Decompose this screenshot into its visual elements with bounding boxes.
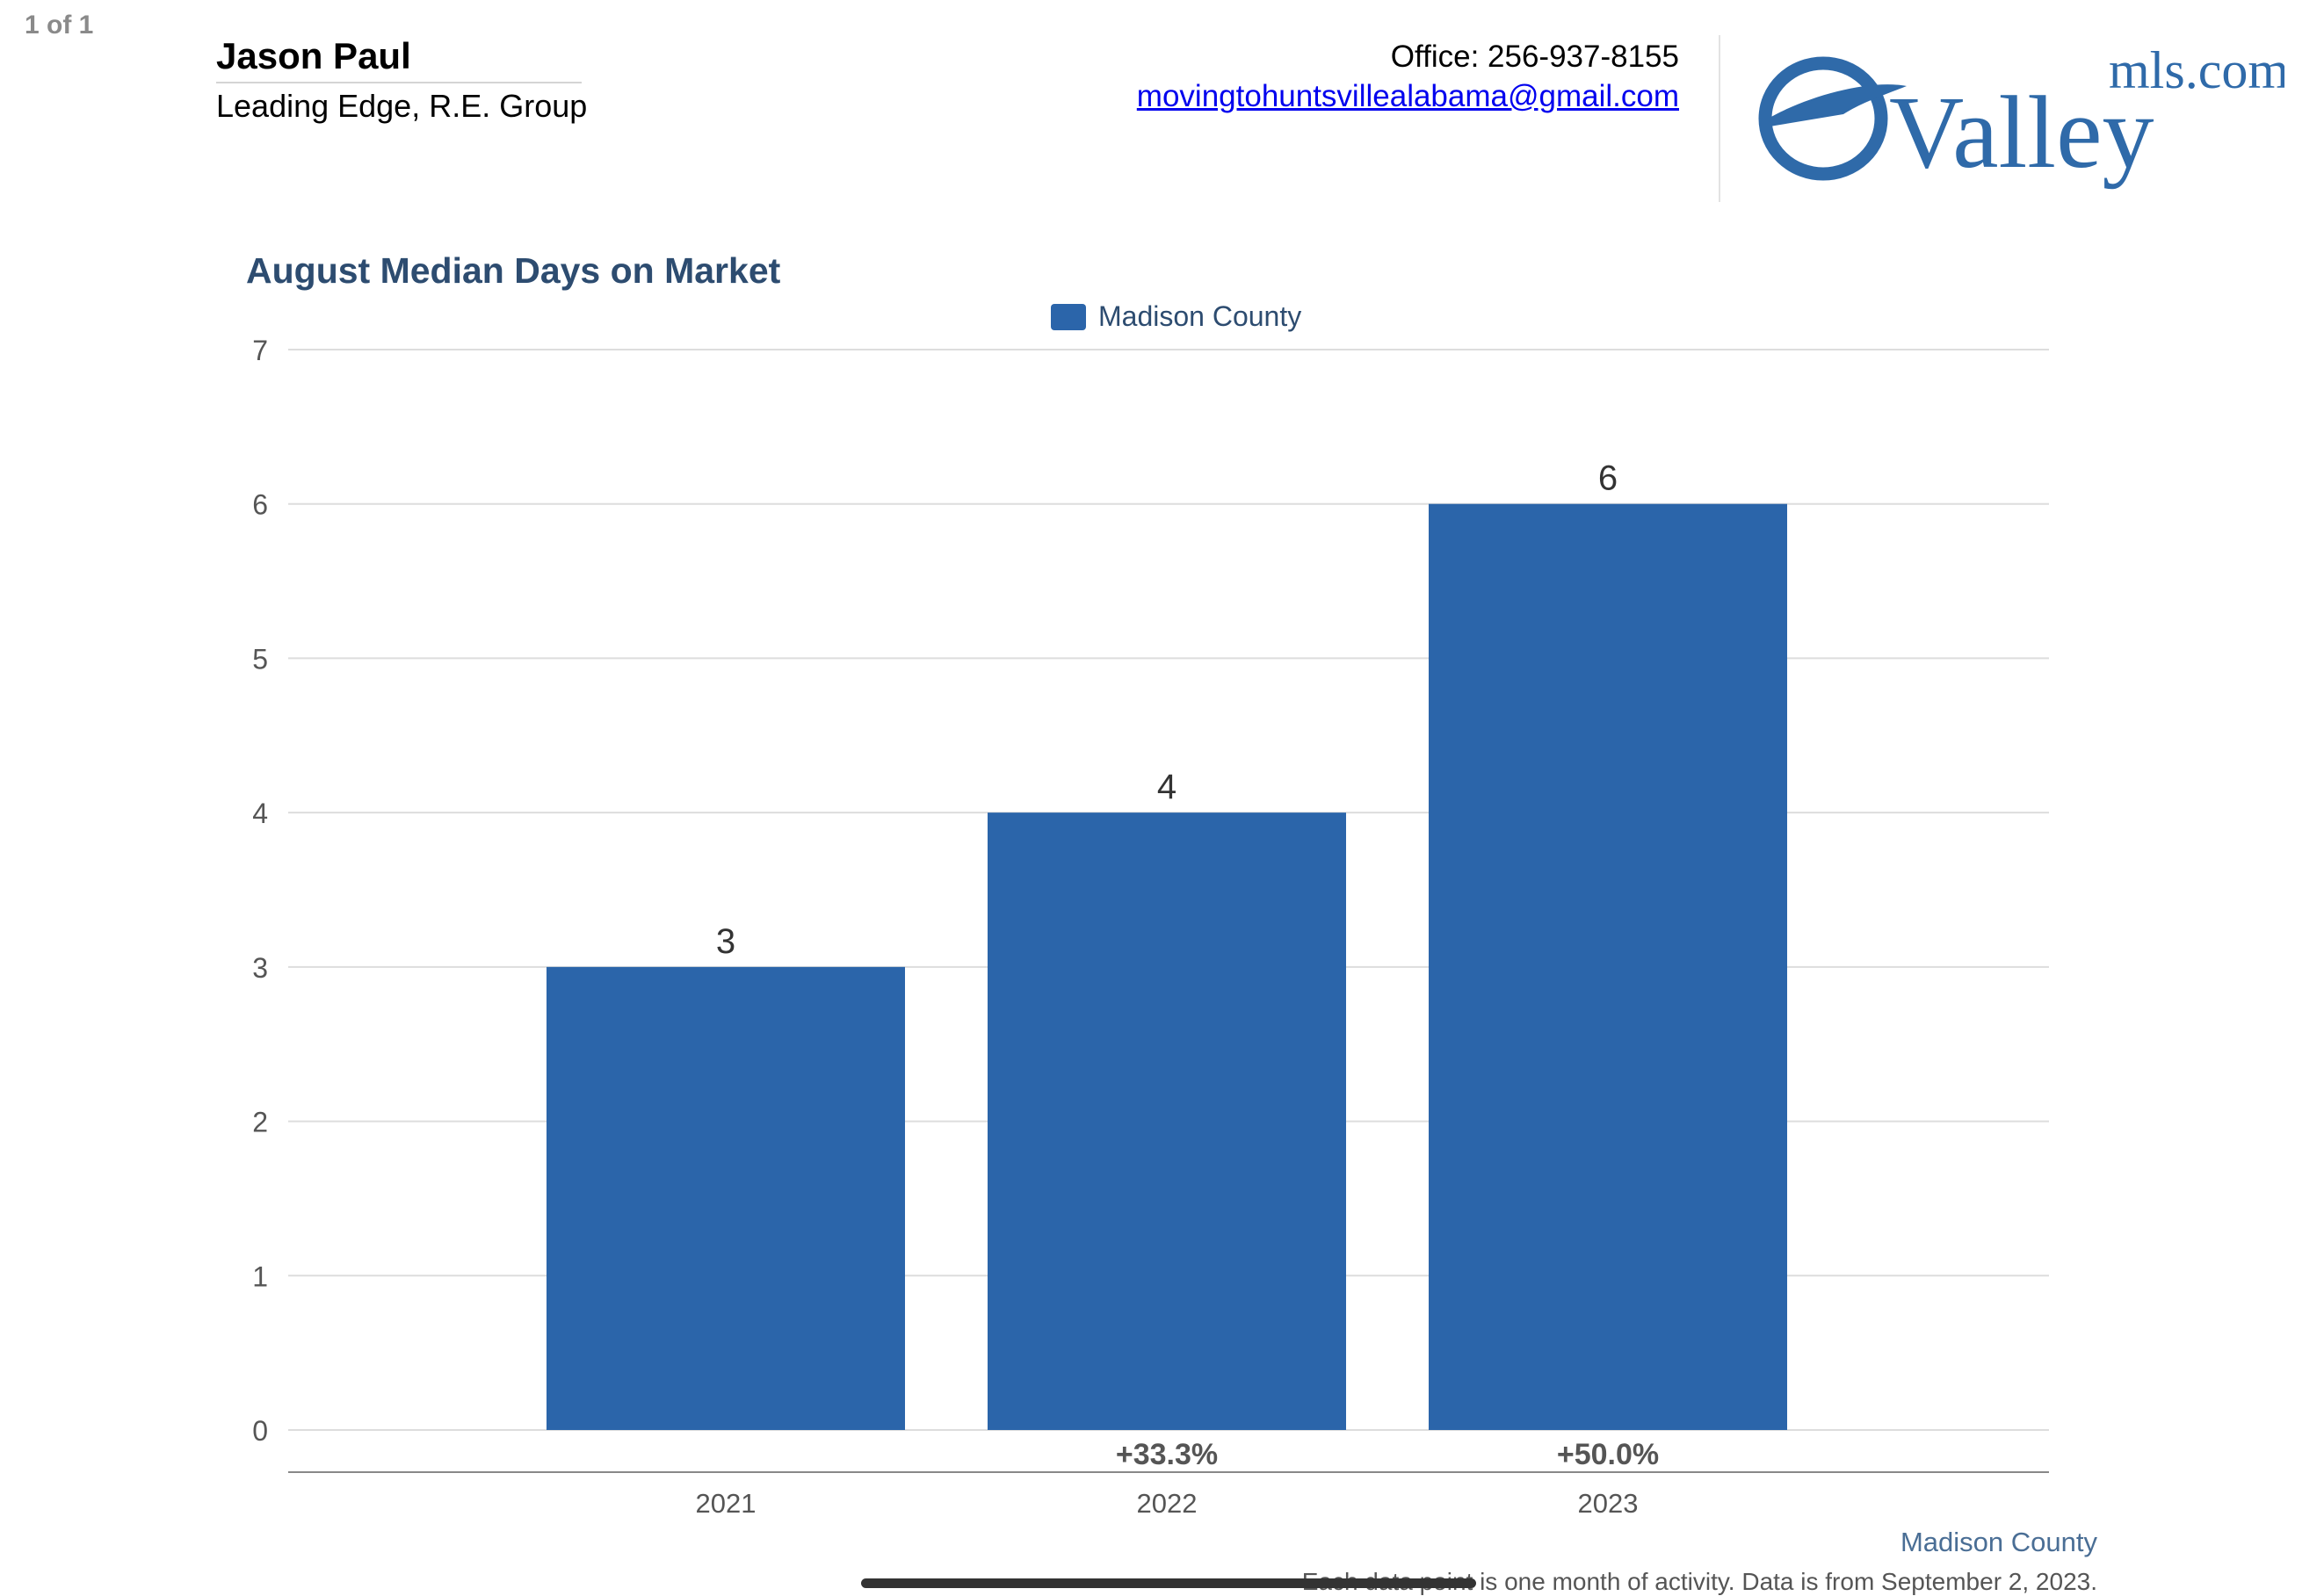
y-tick-label: 7 xyxy=(252,335,268,366)
y-tick-label: 3 xyxy=(252,952,268,984)
logo-suffix-text: mls.com xyxy=(2109,44,2284,99)
legend-swatch xyxy=(1051,303,1086,330)
data-label: 6 xyxy=(1598,459,1618,498)
x-tick-label: 2023 xyxy=(1578,1488,1639,1519)
y-tick-label: 5 xyxy=(252,643,268,675)
y-tick-label: 4 xyxy=(252,798,268,829)
office-phone: Office: 256-937-8155 xyxy=(1390,40,1679,74)
y-tick-label: 1 xyxy=(252,1260,268,1292)
agent-email-link[interactable]: movingtohuntsvillealabama@gmail.com xyxy=(1136,79,1679,113)
chart-title: August Median Days on Market xyxy=(246,250,781,291)
footer-region: Madison County xyxy=(1900,1527,2097,1557)
bar xyxy=(1429,503,1787,1430)
y-tick-label: 2 xyxy=(252,1107,268,1138)
y-tick-label: 0 xyxy=(252,1415,268,1447)
y-tick-label: 6 xyxy=(252,489,268,521)
agent-company: Leading Edge, R.E. Group xyxy=(216,88,588,124)
agent-name: Jason Paul xyxy=(216,35,411,76)
bar xyxy=(988,812,1346,1430)
valleymls-logo[interactable]: Valley mls.com xyxy=(1757,44,2284,193)
page-counter: 1 of 1 xyxy=(25,11,94,40)
change-label: +33.3% xyxy=(1116,1438,1218,1471)
bar xyxy=(547,966,905,1430)
legend-label: Madison County xyxy=(1098,300,1302,332)
x-tick-label: 2022 xyxy=(1137,1488,1198,1519)
scroll-indicator[interactable] xyxy=(861,1578,1476,1588)
change-label: +50.0% xyxy=(1557,1438,1659,1471)
logo-swoosh-icon xyxy=(1770,84,1907,126)
agent-divider xyxy=(216,82,582,83)
data-label: 4 xyxy=(1157,768,1176,806)
x-tick-label: 2021 xyxy=(696,1488,757,1519)
header-divider xyxy=(1719,35,1720,202)
chart-legend[interactable]: Madison County xyxy=(1051,300,1301,333)
logo-main-text: Valley xyxy=(1889,75,2154,190)
data-label: 3 xyxy=(716,922,735,961)
logo-ring-icon xyxy=(1758,56,1888,181)
